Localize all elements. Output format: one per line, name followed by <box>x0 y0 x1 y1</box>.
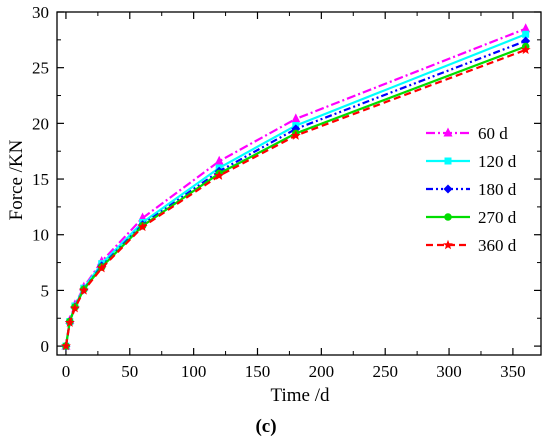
legend-swatch-marker <box>444 213 452 221</box>
legend-label: 270 d <box>478 208 517 227</box>
series-180d <box>61 36 531 351</box>
x-tick-label: 100 <box>181 362 207 381</box>
legend-label: 360 d <box>478 236 517 255</box>
legend-item: 120 d <box>426 152 517 171</box>
data-point <box>290 130 301 140</box>
legend-item: 60 d <box>426 124 508 143</box>
axes: 0 50 100 150 200 250 300 350 0 5 10 15 20 25 30 <box>32 3 542 381</box>
legend-label: 120 d <box>478 152 517 171</box>
data-point <box>214 155 224 165</box>
legend-swatch-marker <box>444 157 452 165</box>
plot-frame <box>56 11 542 356</box>
data-point <box>521 36 531 46</box>
series-line <box>64 48 527 347</box>
legend-label: 180 d <box>478 180 517 199</box>
series-line <box>64 45 527 347</box>
y-tick-label: 15 <box>32 170 49 189</box>
data-point <box>69 303 80 313</box>
series-270d <box>62 42 530 350</box>
y-tick-label: 25 <box>32 59 49 78</box>
legend-item: 180 d <box>426 180 517 199</box>
x-tick-label: 200 <box>309 362 335 381</box>
x-axis-title: Time /d <box>271 385 330 406</box>
x-tick-label: 350 <box>500 362 526 381</box>
x-tick-label: 0 <box>62 362 71 381</box>
y-tick-label: 20 <box>32 114 49 133</box>
y-tick-label: 10 <box>32 226 49 245</box>
series-120d <box>62 30 530 350</box>
x-tick-label: 50 <box>121 362 138 381</box>
x-tick-label: 150 <box>245 362 271 381</box>
data-point <box>78 285 89 295</box>
data-point <box>60 340 71 351</box>
y-tick-label: 30 <box>32 3 49 22</box>
x-tick-label: 300 <box>436 362 462 381</box>
data-point <box>520 44 531 55</box>
series-lines <box>60 23 531 351</box>
data-point <box>291 113 301 123</box>
legend-item: 360 d <box>426 236 517 255</box>
data-point <box>64 317 75 327</box>
series-line <box>64 39 527 347</box>
legend-swatch-marker <box>443 127 453 137</box>
y-tick-label: 0 <box>41 337 50 356</box>
data-point <box>521 23 531 33</box>
data-point <box>96 262 107 273</box>
y-tick-label: 5 <box>41 281 50 300</box>
legend: 60 d 120 d 180 d 270 d 360 d <box>426 124 517 255</box>
x-tick-label: 250 <box>372 362 398 381</box>
data-point <box>522 30 530 38</box>
data-point <box>137 221 148 232</box>
legend-swatch-marker <box>443 184 453 194</box>
legend-swatch-marker <box>443 239 453 250</box>
legend-label: 60 d <box>478 124 508 143</box>
y-axis-title: Force /KN <box>6 139 27 220</box>
legend-item: 270 d <box>426 208 517 227</box>
data-point <box>214 170 225 180</box>
series-line <box>64 33 527 347</box>
figure-caption: (c) <box>255 416 276 437</box>
series-360d <box>60 44 531 351</box>
